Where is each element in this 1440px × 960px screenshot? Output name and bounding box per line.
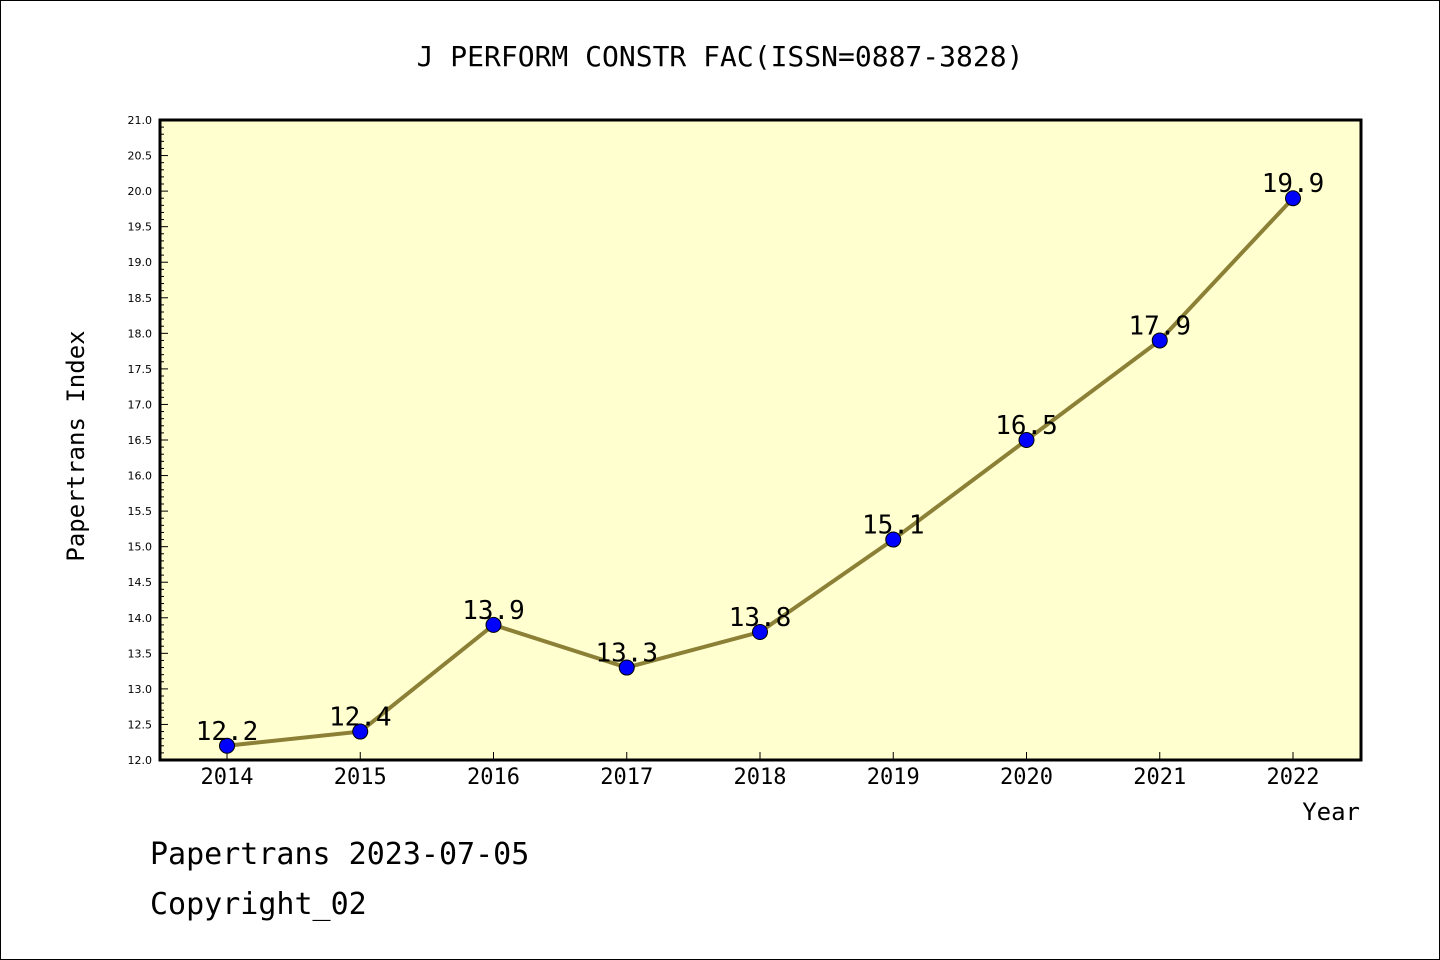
y-tick-label: 13.5 [128, 647, 153, 660]
x-tick-label: 2017 [600, 765, 653, 790]
y-tick-label: 18.5 [128, 292, 153, 305]
y-tick-label: 12.0 [128, 754, 153, 767]
data-points [219, 190, 1301, 754]
y-tick-label: 20.0 [128, 185, 153, 198]
y-axis-label: Papertrans Index [62, 330, 90, 561]
y-tick-label: 20.5 [128, 150, 153, 163]
y-tick-label: 19.5 [128, 221, 153, 234]
data-point-marker [618, 659, 635, 676]
x-tick-label: 2021 [1133, 765, 1186, 790]
y-tick-label: 13.0 [128, 683, 153, 696]
data-point-marker [485, 616, 502, 633]
data-labels: 12.2 12.4 13.9 13.3 13.8 15.1 16.5 17.9 19.9 [196, 169, 1325, 747]
x-tick-label: 2015 [334, 765, 387, 790]
data-label: 12.4 [329, 703, 392, 733]
plot-border [158, 118, 1363, 762]
x-axis-label: Year [1302, 798, 1360, 826]
data-point-marker [1285, 190, 1301, 207]
data-point-marker [752, 624, 768, 640]
y-tick-label: 16.5 [128, 434, 153, 447]
y-tick-label: 15.5 [128, 505, 153, 518]
data-label: 16.5 [995, 411, 1058, 441]
x-tick-label: 2018 [734, 765, 787, 790]
y-tick-label: 17.0 [128, 398, 153, 411]
data-label: 13.3 [595, 639, 658, 669]
data-label: 12.2 [196, 717, 259, 747]
x-tick-label: 2014 [201, 765, 254, 790]
footer-source: Papertrans 2023-07-05 [150, 837, 529, 872]
y-tick-label: 19.0 [128, 256, 153, 269]
plot-area [160, 120, 1361, 760]
x-tick-label: 2016 [467, 765, 520, 790]
x-axis: 2014 2015 2016 2017 2018 2019 2020 2021 2022 [201, 752, 1320, 790]
y-tick-label: 14.0 [128, 612, 153, 625]
chart-title: J PERFORM CONSTR FAC(ISSN=0887-3828) [417, 40, 1024, 73]
y-axis: 12.0 12.5 13.0 13.5 14.0 14.5 15.0 15.5 16.0 16.5… [128, 114, 168, 767]
y-tick-label: 17.5 [128, 363, 153, 376]
y-tick-label: 14.5 [128, 576, 153, 589]
data-label: 19.9 [1262, 169, 1325, 199]
y-tick-label: 21.0 [128, 114, 153, 127]
data-point-marker [219, 737, 235, 754]
y-tick-label: 12.5 [128, 718, 153, 731]
data-point-marker [352, 723, 369, 740]
data-label: 15.1 [862, 511, 925, 541]
data-label: 13.9 [462, 596, 525, 626]
y-tick-label: 15.0 [128, 541, 153, 554]
x-tick-label: 2019 [867, 765, 920, 790]
footer-copyright: Copyright_02 [150, 887, 367, 922]
y-tick-label: 18.0 [128, 327, 153, 340]
x-tick-label: 2022 [1267, 765, 1320, 790]
y-tick-label: 16.0 [128, 470, 153, 483]
x-tick-label: 2020 [1000, 765, 1053, 790]
data-label: 13.8 [729, 603, 792, 633]
data-point-marker [1151, 332, 1168, 349]
data-label: 17.9 [1128, 311, 1191, 341]
data-point-marker [1018, 432, 1035, 448]
data-point-marker [885, 531, 902, 548]
